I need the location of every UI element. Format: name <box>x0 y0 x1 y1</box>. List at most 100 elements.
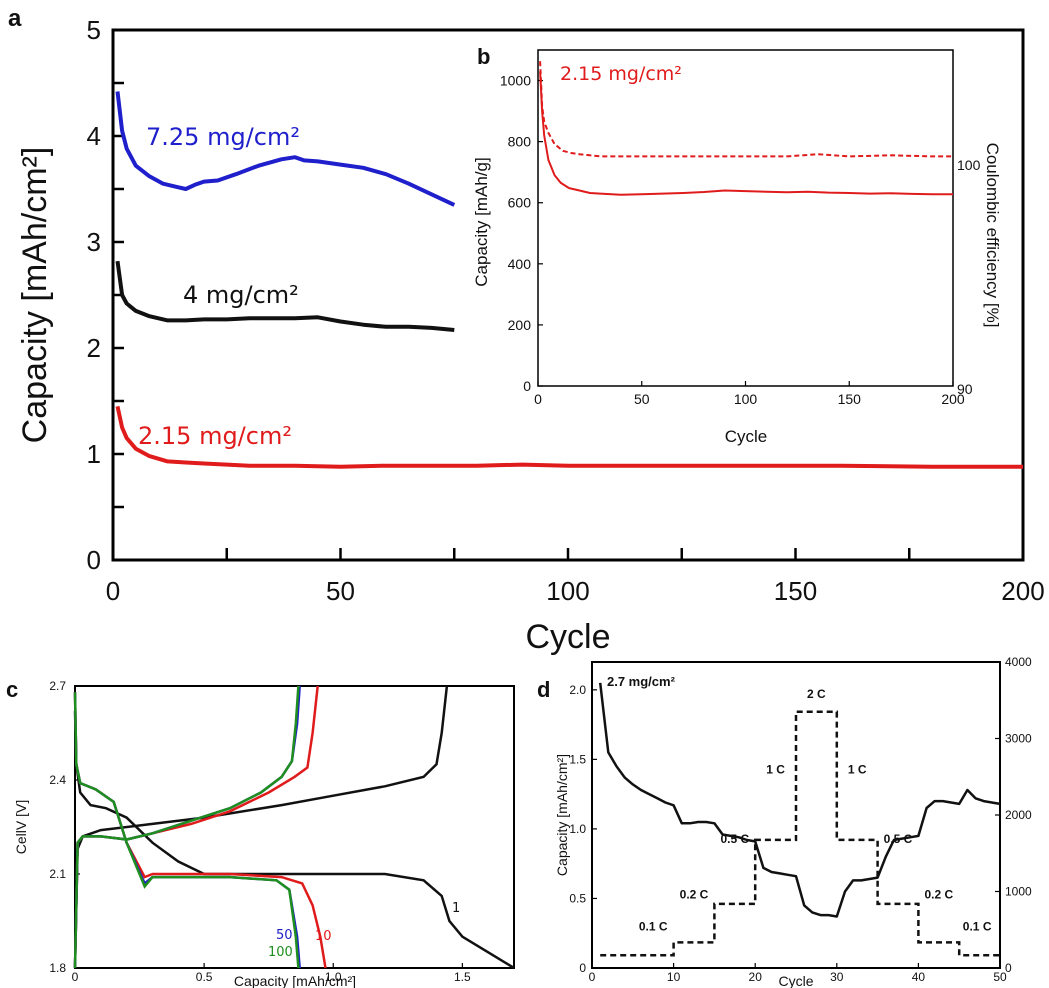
a-series-4-line <box>115 260 455 332</box>
c-label-1: 1 <box>452 901 460 916</box>
b-y-axis-label: Capacity [mAh/g] <box>472 157 491 286</box>
a-x-axis-label: Cycle <box>525 618 610 656</box>
b-x-tick-3: 150 <box>838 391 862 407</box>
d-y-tick-4: 2.0 <box>569 683 586 697</box>
panel-a-letter: a <box>8 5 22 32</box>
a-y-axis-label: Capacity [mAh/cm²] <box>16 147 54 444</box>
b-y-tick-3: 600 <box>508 195 532 211</box>
d-x-tick-4: 40 <box>912 970 926 984</box>
d-x-tick-2: 20 <box>749 970 763 984</box>
d-x-tick-3: 30 <box>830 970 844 984</box>
d-y-axis-label: Capacity [mAh/cm²] <box>554 754 570 876</box>
c-y-axis-label: CellV [V] <box>13 800 29 854</box>
a-y-tick-2: 2 <box>87 333 101 363</box>
c-x-tick-1: 0.5 <box>196 970 213 984</box>
panel-c-x-tick-labels: 0 0.5 1.0 1.5 <box>72 970 471 984</box>
c-label-50: 50 <box>276 928 293 943</box>
panel-c-letter: c <box>6 677 18 702</box>
a-label-7.25: 7.25 mg/cm² <box>146 123 300 151</box>
c-x-axis-label: Capacity [mAh/cm²] <box>234 973 356 988</box>
a-label-4: 4 mg/cm² <box>183 281 299 309</box>
a-y-tick-3: 3 <box>87 227 101 257</box>
b-x-tick-0: 0 <box>534 391 542 407</box>
a-y-tick-0: 0 <box>87 545 101 575</box>
panel-d-y-tick-labels: 0 0.5 1.0 1.5 2.0 <box>569 683 586 975</box>
panel-c-y-tick-labels: 1.8 2.1 2.4 2.7 <box>49 679 66 975</box>
c-cycle-50-charge <box>73 685 301 969</box>
b-y2-tick-0: 90 <box>957 381 973 397</box>
d-y-tick-1: 0.5 <box>569 891 586 905</box>
c-x-tick-0: 0 <box>72 970 79 984</box>
c-label-100: 100 <box>268 945 293 960</box>
c-x-tick-2: 1.0 <box>325 970 342 984</box>
b-series-label: 2.15 mg/cm² <box>560 63 682 85</box>
d-rate-label-6: 0.5 C <box>884 832 913 846</box>
d-rate-label-8: 0.1 C <box>963 919 992 933</box>
panel-b-letter: b <box>477 44 490 69</box>
d-rate-label-5: 1 C <box>848 762 867 776</box>
d-rate-label-3: 1 C <box>766 762 785 776</box>
b-y2-axis-label: Coulombic efficiency [%] <box>983 143 1002 328</box>
a-y-tick-1: 1 <box>87 439 101 469</box>
c-y-tick-0: 1.8 <box>49 961 66 975</box>
b-x-tick-4: 200 <box>941 391 965 407</box>
b-y-tick-0: 0 <box>523 378 531 394</box>
c-cycle-10-charge <box>73 685 319 969</box>
a-x-tick-2: 100 <box>546 576 589 606</box>
panel-d-letter: d <box>537 677 550 702</box>
panel-b-x-tick-labels: 0 50 100 150 200 <box>534 391 965 407</box>
b-y-tick-2: 400 <box>508 256 532 272</box>
d-x-tick-1: 10 <box>667 970 681 984</box>
panel-d-x-tick-labels: 0 10 20 30 40 50 <box>589 970 1007 984</box>
b-x-axis-label: Cycle <box>725 427 768 446</box>
panel-b-y-tick-labels: 0 200 400 600 800 1000 <box>500 73 531 394</box>
c-y-tick-3: 2.7 <box>49 679 66 693</box>
d-y-tick-0: 0 <box>579 961 586 975</box>
d-y2-tick-0: 0 <box>1005 961 1012 975</box>
panel-b-frame <box>537 49 954 387</box>
a-y-tick-4: 4 <box>87 121 101 151</box>
b-y-tick-4: 800 <box>508 134 532 150</box>
d-y2-tick-2: 2000 <box>1005 808 1032 822</box>
a-series-7.25-line <box>115 91 456 207</box>
d-y-tick-2: 1.0 <box>569 822 586 836</box>
panel-b-y2-tick-labels: 90 100 <box>957 157 981 397</box>
d-x-axis-label: Cycle <box>778 973 813 988</box>
d-y2-tick-1: 1000 <box>1005 885 1032 899</box>
a-y-tick-5: 5 <box>87 15 101 45</box>
b-y2-tick-1: 100 <box>957 157 981 173</box>
d-rate-label-1: 0.2 C <box>680 887 709 901</box>
b-y-tick-5: 1000 <box>500 73 531 89</box>
panel-a-ticks <box>113 81 911 560</box>
c-y-tick-1: 2.1 <box>49 867 66 881</box>
c-cycle-100-charge <box>73 685 300 969</box>
a-x-tick-4: 200 <box>1001 576 1044 606</box>
d-loading-annotation: 2.7 mg/cm² <box>607 674 676 689</box>
panel-d-y2-tick-labels: 0 1000 2000 3000 4000 <box>1005 655 1032 975</box>
d-y2-tick-4: 4000 <box>1005 655 1032 669</box>
d-y-tick-3: 1.5 <box>569 752 586 766</box>
d-y2-tick-3: 3000 <box>1005 732 1032 746</box>
b-capacity-line <box>539 71 953 196</box>
d-capacity-line <box>598 682 1001 918</box>
panel-a-x-tick-labels: 0 50 100 150 200 <box>106 576 1045 606</box>
panel-d-ticks <box>592 689 1000 968</box>
c-cycle-100-discharge <box>73 692 300 969</box>
d-rate-labels: 0.1 C 0.2 C 0.5 C 1 C 2 C 1 C 0.5 C 0.2 … <box>639 687 992 933</box>
b-y-tick-1: 200 <box>508 317 532 333</box>
a-label-2.15: 2.15 mg/cm² <box>138 422 292 450</box>
d-rate-label-7: 0.2 C <box>924 887 953 901</box>
c-label-10: 10 <box>315 929 332 944</box>
panel-c-frame <box>74 685 515 969</box>
a-series-2.15-line <box>115 405 1023 469</box>
d-rate-label-2: 0.5 C <box>720 832 749 846</box>
c-x-tick-3: 1.5 <box>454 970 471 984</box>
a-x-tick-0: 0 <box>106 576 120 606</box>
c-cycle-1-charge <box>73 685 449 969</box>
d-rate-label-0: 0.1 C <box>639 919 668 933</box>
d-x-tick-0: 0 <box>589 970 596 984</box>
d-x-tick-5: 50 <box>993 970 1007 984</box>
a-x-tick-1: 50 <box>326 576 355 606</box>
b-x-tick-1: 50 <box>634 391 650 407</box>
